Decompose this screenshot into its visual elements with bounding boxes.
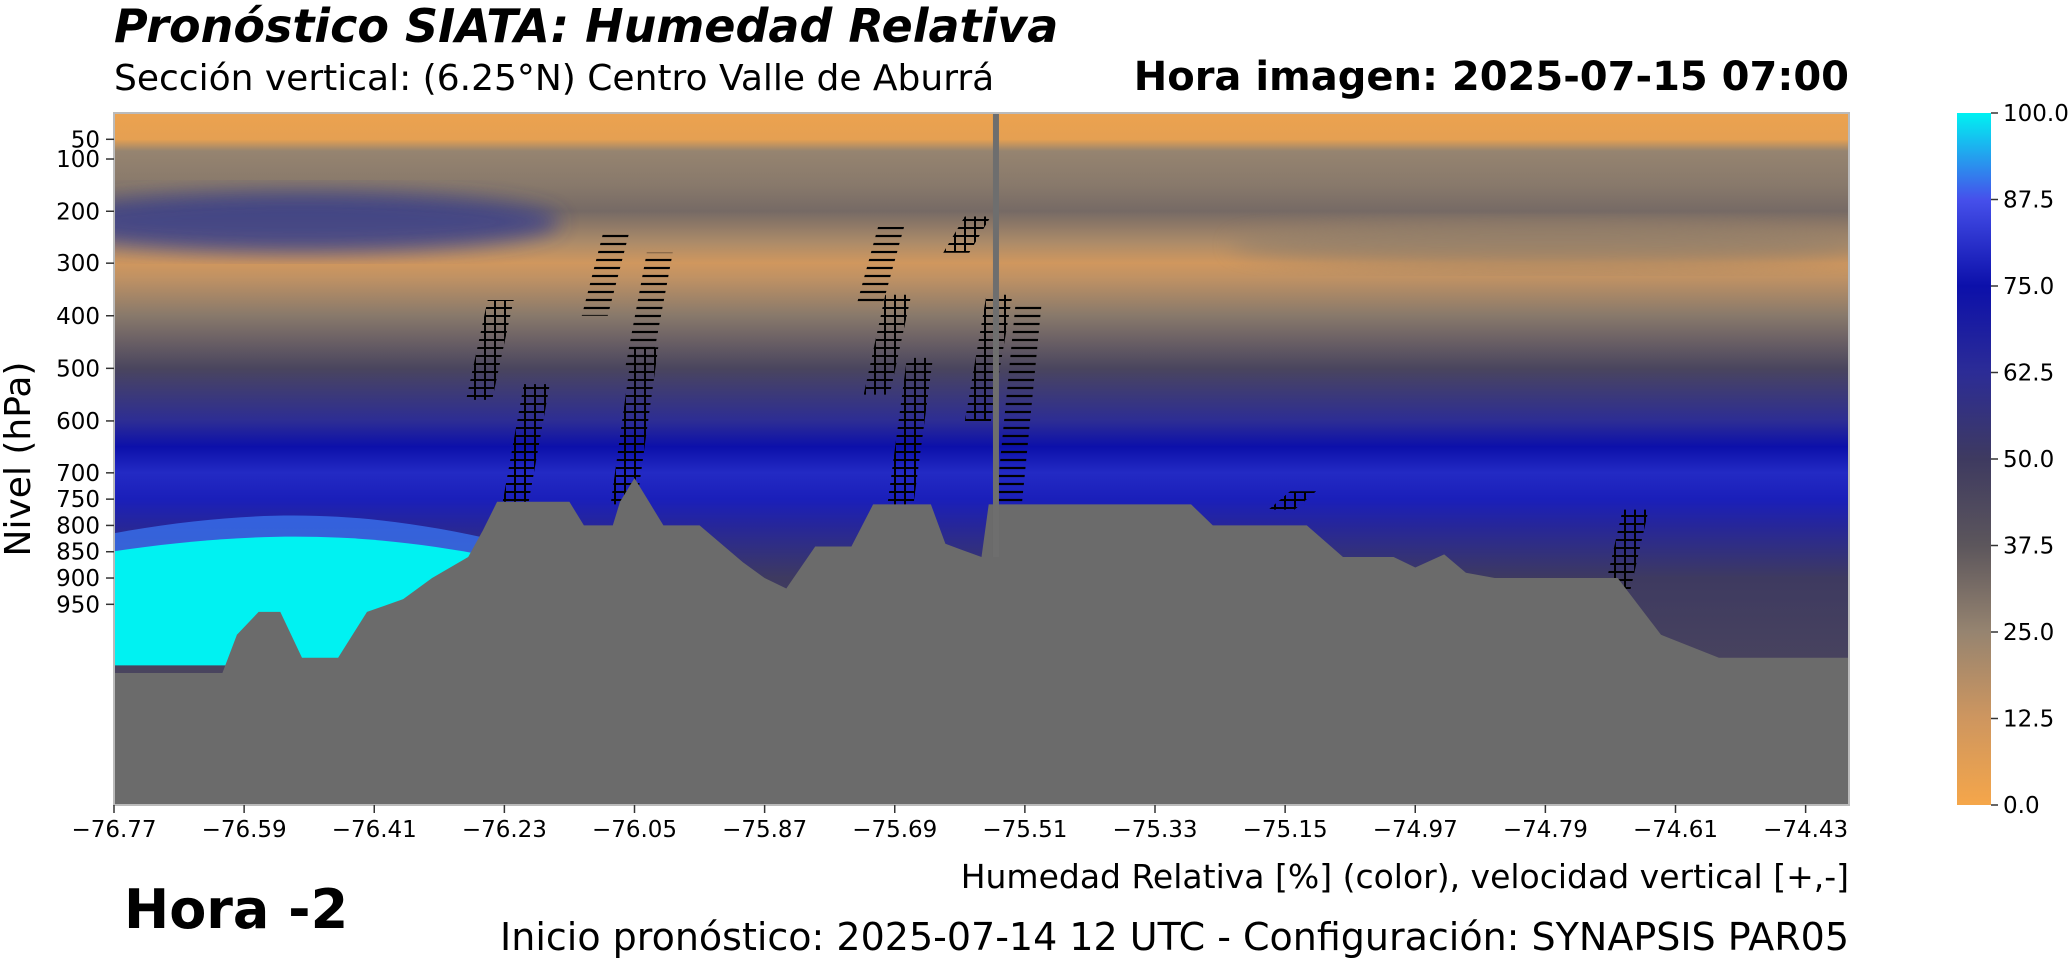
y-tick-label: 400	[56, 304, 100, 330]
colorbar-tick-label: 75.0	[2003, 274, 2054, 300]
colorbar-tick-label: 62.5	[2003, 361, 2054, 387]
colorbar-tick-label: 25.0	[2003, 620, 2054, 646]
x-tick-label: −75.33	[1112, 817, 1197, 843]
terrain	[114, 478, 1849, 805]
x-tick-label: −75.87	[722, 817, 807, 843]
downdraft-hatch	[625, 252, 673, 369]
colorbar-tick-label: 12.5	[2003, 707, 2054, 733]
x-tick-label: −75.69	[852, 817, 937, 843]
downdraft-hatch	[581, 232, 630, 316]
y-tick-label: 100	[56, 147, 100, 173]
x-tick-label: −74.43	[1763, 817, 1848, 843]
y-tick-label: 200	[56, 199, 100, 225]
colorbar-tick-label: 0.0	[2003, 793, 2040, 819]
plot-area	[114, 113, 1849, 805]
x-tick-label: −76.41	[332, 817, 417, 843]
colorbar-ticks: 0.0 12.5 25.0 37.5 50.0 62.5 75.0 87.5 100.0	[1991, 101, 2069, 819]
y-tick-label: 600	[56, 409, 100, 435]
forecast-init-info: Inicio pronóstico: 2025-07-14 12 UTC - C…	[500, 915, 1849, 959]
downdraft-hatch	[993, 305, 1042, 526]
x-tick-label: −74.61	[1633, 817, 1718, 843]
y-tick-label: 700	[56, 461, 100, 487]
colorbar-tick-label: 87.5	[2003, 188, 2054, 214]
y-tick-label: 300	[56, 251, 100, 277]
forecast-hour-label: Hora -2	[124, 878, 348, 941]
x-tick-label: −75.15	[1243, 817, 1328, 843]
y-tick-label: 500	[56, 356, 100, 382]
y-tick-label: 850	[56, 540, 100, 566]
x-axis-label: Humedad Relativa [%] (color), velocidad …	[961, 857, 1849, 896]
x-tick-label: −74.97	[1373, 817, 1458, 843]
chart-subtitle: Sección vertical: (6.25°N) Centro Valle …	[114, 58, 994, 99]
colorbar	[1957, 113, 1991, 805]
updraft-hatch	[610, 347, 659, 505]
y-tick-label: 750	[56, 487, 100, 513]
downdraft-hatch	[856, 226, 905, 306]
updraft-hatch	[885, 357, 933, 521]
y-tick-label: 900	[56, 566, 100, 592]
updraft-hatch	[1268, 491, 1317, 510]
updraft-hatch	[466, 299, 514, 400]
x-tick-label: −76.59	[202, 817, 287, 843]
x-tick-label: −74.79	[1503, 817, 1588, 843]
updraft-hatch	[502, 384, 550, 505]
x-tick-label: −76.77	[71, 817, 156, 843]
x-tick-label: −76.23	[462, 817, 547, 843]
x-axis: −76.77 −76.59 −76.41 −76.23 −76.05 −75.87 −75.…	[71, 805, 1848, 843]
colorbar-tick-label: 50.0	[2003, 447, 2054, 473]
x-tick-label: −76.05	[592, 817, 677, 843]
x-tick-label: −75.51	[982, 817, 1067, 843]
plot-frame	[113, 112, 1850, 806]
image-time: Hora imagen: 2025-07-15 07:00	[1134, 54, 1849, 100]
east-dry-patch	[1230, 223, 1849, 267]
chart-title: Pronóstico SIATA: Humedad Relativa	[114, 0, 1058, 53]
colorbar-tick-label: 37.5	[2003, 534, 2054, 560]
y-tick-label: 50	[71, 127, 100, 153]
y-axis-label: Nivel (hPa)	[0, 362, 39, 557]
updraft-hatch	[863, 294, 912, 395]
y-tick-label: 800	[56, 513, 100, 539]
updraft-hatch	[964, 294, 1013, 421]
colorbar-tick-label: 100.0	[2003, 101, 2069, 127]
upper-moist-band	[114, 192, 560, 252]
y-tick-label: 950	[56, 592, 100, 618]
updraft-hatch	[943, 216, 991, 253]
vertical-velocity-hatching	[466, 216, 1649, 605]
